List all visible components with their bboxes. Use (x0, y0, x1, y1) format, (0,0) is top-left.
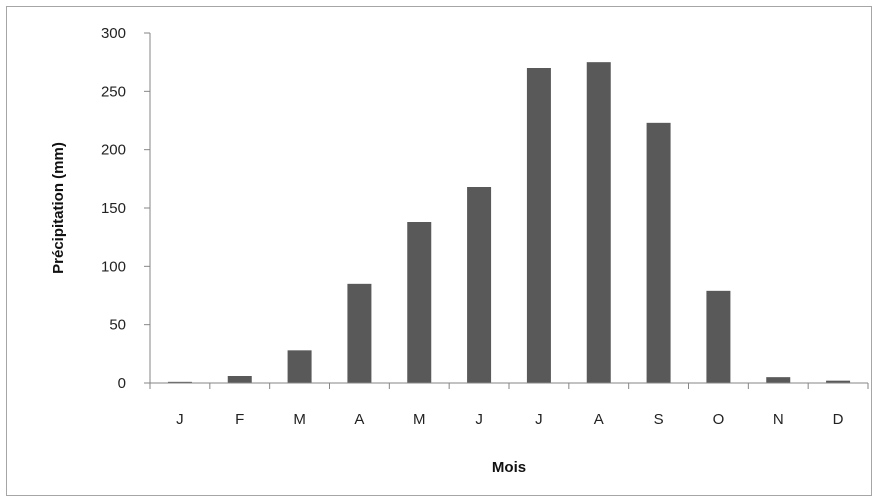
bar-11 (766, 377, 791, 383)
x-tick-label: N (773, 411, 784, 428)
y-axis-title: Précipitation (mm) (50, 142, 67, 274)
x-axis-title: Mois (492, 459, 526, 476)
bar-2 (227, 376, 252, 383)
x-tick-label: M (293, 411, 306, 428)
bar-8 (586, 62, 611, 384)
x-tick-label: A (354, 411, 364, 428)
x-tick-label: M (413, 411, 426, 428)
bar-7 (526, 68, 551, 383)
bar-1 (167, 381, 192, 383)
x-tick-label: J (535, 411, 543, 428)
bar-5 (407, 222, 432, 383)
bar-10 (706, 290, 731, 383)
y-tick-label: 0 (118, 375, 126, 392)
x-tick-label: F (235, 411, 244, 428)
x-tick-label: J (176, 411, 184, 428)
y-tick-label: 50 (109, 317, 126, 334)
bar-9 (646, 122, 671, 383)
bar-6 (467, 187, 492, 383)
bar-4 (347, 283, 372, 383)
y-tick-label: 250 (101, 83, 126, 100)
bar-3 (287, 350, 312, 383)
y-tick-label: 150 (101, 200, 126, 217)
x-tick-label: D (833, 411, 844, 428)
y-tick-label: 300 (101, 25, 126, 42)
x-tick-label: A (594, 411, 604, 428)
x-tick-label: J (475, 411, 483, 428)
x-tick-label: O (713, 411, 725, 428)
bar-12 (826, 380, 851, 383)
y-tick-label: 200 (101, 142, 126, 159)
y-tick-label: 100 (101, 258, 126, 275)
x-tick-label: S (654, 411, 664, 428)
bars-group (167, 62, 851, 384)
y-axis-ticks: 0 50 100 150 200 250 300 (101, 25, 150, 392)
